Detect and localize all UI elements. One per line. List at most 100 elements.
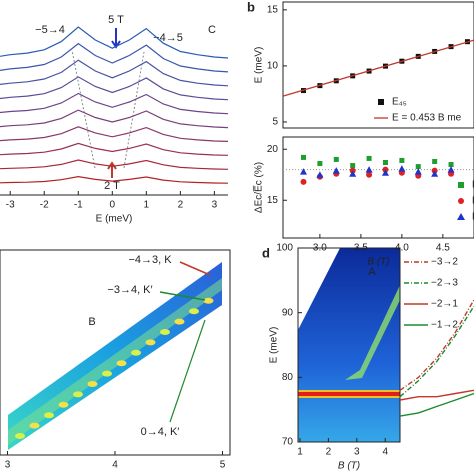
arrow [107, 161, 117, 178]
point [300, 178, 307, 185]
heatmap-dot [44, 412, 54, 419]
heatmap-dot [189, 308, 199, 315]
heatmap-dot [73, 391, 83, 398]
x-tick-label: 1 [297, 447, 303, 458]
heatmap-dot [58, 401, 69, 408]
spectrum [0, 175, 229, 184]
x-tick-label: 4.0 [395, 243, 409, 254]
legend-label: E [472, 180, 474, 191]
theory-curve [399, 389, 474, 401]
y-tick-label: 15 [267, 195, 279, 206]
x-axis-label: B (T) [338, 461, 360, 472]
spectrum [0, 42, 229, 73]
spectrum [0, 126, 229, 142]
point [317, 161, 323, 167]
heatmap-d-band [298, 392, 400, 396]
annotation: −4→3, K [128, 254, 172, 266]
x-tick-label: 3 [5, 460, 11, 471]
point [350, 163, 356, 169]
annotation: 5 T [108, 14, 124, 26]
arrow [169, 319, 206, 423]
point [447, 166, 455, 173]
heatmap-dot [145, 339, 156, 346]
theory-curve [399, 305, 474, 398]
annotation: 2 T [104, 180, 120, 192]
legend-label: −2→3 [431, 278, 458, 289]
x-tick-label: -3 [6, 200, 15, 211]
legend-marker [457, 213, 465, 220]
x-tick-label: 1 [144, 200, 150, 211]
heatmap-d-mask [298, 248, 340, 330]
spectrum [0, 59, 229, 87]
point [333, 156, 339, 162]
heatmap-dot [15, 433, 25, 439]
point [415, 164, 421, 170]
point [349, 170, 357, 177]
x-tick-label: 4 [382, 447, 388, 458]
y-tick-label: 10 [267, 61, 279, 72]
heatmap-dot [160, 329, 170, 335]
y-axis-label: ΔEc/E̅c (%) [253, 162, 265, 213]
y-tick-label: 5 [272, 117, 278, 128]
point [332, 167, 340, 174]
legend-marker [458, 198, 464, 204]
heatmap-dot [102, 370, 112, 377]
heatmap-dot [203, 297, 214, 304]
point [381, 169, 389, 176]
x-tick-label: 2 [178, 200, 184, 211]
point [398, 165, 406, 172]
point [448, 162, 454, 168]
point [316, 171, 324, 178]
y-tick-label: 70 [282, 437, 294, 448]
point [432, 158, 438, 164]
annotation: 0→4, K′ [141, 426, 180, 438]
annotation: B [88, 316, 95, 328]
point [399, 157, 405, 163]
fit-line [282, 39, 474, 97]
legend-label: E₄₅ [392, 97, 407, 108]
annotation: C [208, 24, 216, 36]
theory-curve [399, 392, 474, 417]
heatmap-dots [15, 297, 214, 439]
arrow [159, 291, 206, 301]
spectrum [0, 159, 229, 170]
heatmap-dot [116, 360, 127, 367]
theory-curve [399, 299, 474, 391]
point [366, 171, 373, 178]
y-tick-label: 15 [267, 4, 279, 15]
legend-marker [458, 182, 464, 188]
heatmap-dot [174, 318, 185, 325]
heatmap-dot [131, 349, 141, 356]
x-tick-label: 3 [354, 447, 360, 458]
x-tick-label: 3 [212, 200, 218, 211]
annotation: −3→4, K′ [107, 284, 152, 296]
point [299, 168, 307, 175]
heatmap-dot [87, 381, 98, 387]
panel-label: d [262, 245, 270, 260]
arrow [111, 28, 121, 49]
spectrum [0, 26, 229, 59]
spectrum [0, 76, 229, 101]
heatmap-dot [29, 422, 40, 429]
x-tick-label: -1 [74, 200, 83, 211]
legend-label: E [472, 212, 474, 223]
point [382, 160, 388, 166]
guide [71, 49, 96, 169]
x-axis-label: B (T) [367, 257, 389, 268]
annotation: A [368, 266, 376, 278]
legend-label: E [472, 196, 474, 207]
y-axis-label: E (meV) [254, 47, 265, 84]
panel-label: b [247, 0, 255, 14]
arrow [179, 261, 211, 276]
y-tick-label: 20 [267, 144, 279, 155]
legend-label: −1→2 [431, 320, 458, 331]
y-axis-label: E (meV) [269, 327, 280, 364]
x-tick-label: 0 [110, 200, 116, 211]
legend-marker [378, 99, 384, 105]
annotation: −5→4 [35, 24, 65, 36]
point [366, 155, 372, 161]
spectrum [0, 142, 229, 156]
x-axis-label: E (meV) [96, 214, 133, 225]
legend-label: −2→1 [431, 299, 458, 310]
